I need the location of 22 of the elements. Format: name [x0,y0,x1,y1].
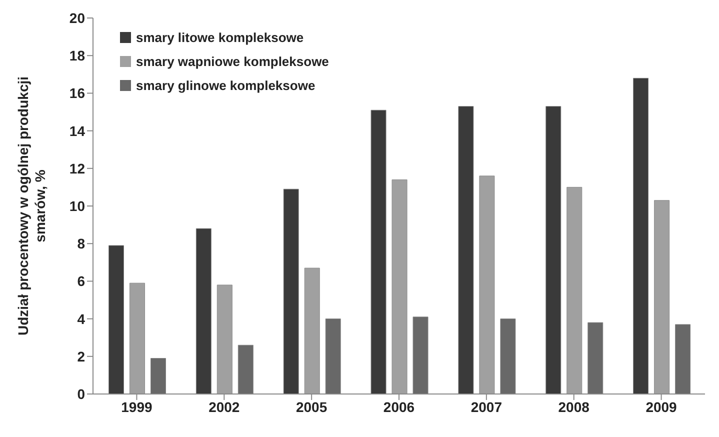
x-tick-label: 2008 [558,398,590,415]
y-tick-label: 20 [69,10,86,26]
legend-label: smary wapniowe kompleksowe [136,54,329,69]
y-axis-title: Udział procentowy w ogólnej produkcji smarów, % [15,76,48,336]
y-tick-label: 8 [77,236,86,252]
x-tick-label: 2002 [208,398,240,415]
y-tick-label: 18 [69,48,86,64]
x-tick-label: 1999 [121,398,152,415]
y-tick-label: 4 [77,310,86,327]
legend-label: smary litowe kompleksowe [136,30,304,45]
y-tick-label: 16 [69,85,86,102]
y-tick-label: 12 [69,160,86,176]
legend-label: smary glinowe kompleksowe [136,78,316,93]
y-tick-label: 6 [77,273,86,290]
x-tick-label: 2007 [470,398,502,415]
x-tick-label: 2006 [383,398,415,415]
y-tick-label: 10 [69,198,86,214]
y-tick-label: 0 [77,386,86,402]
x-tick-label: 2005 [296,398,328,415]
y-tick-label: 2 [77,348,86,364]
x-tick-label: 2009 [646,398,678,415]
y-tick-label: 14 [69,122,86,139]
